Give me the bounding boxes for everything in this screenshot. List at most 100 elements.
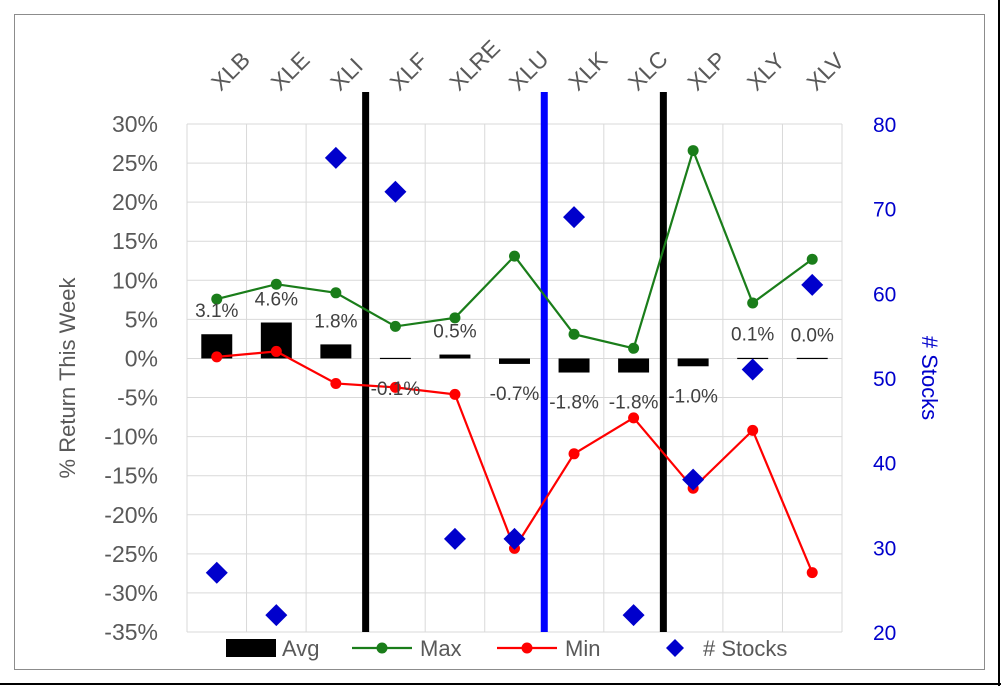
legend-stocks-label: # Stocks	[703, 636, 787, 661]
max-point	[270, 278, 282, 290]
category-label: XLC	[623, 46, 673, 96]
stocks-marker	[682, 468, 705, 491]
bar-layer	[201, 322, 828, 373]
y2-tick-label: 80	[873, 114, 896, 137]
stocks-marker	[563, 206, 586, 229]
category-label: XLV	[801, 47, 849, 95]
stocks-marker	[265, 604, 288, 627]
avg-bar	[320, 344, 352, 359]
y2-tick-label: 60	[873, 283, 896, 306]
avg-bar	[796, 357, 828, 360]
y-tick-label: -15%	[104, 463, 158, 489]
avg-data-label: -1.8%	[549, 393, 599, 414]
avg-bar	[737, 357, 769, 360]
category-label: XLI	[325, 53, 368, 96]
y-tick-label: -20%	[104, 502, 158, 528]
separator-layer	[362, 92, 667, 632]
chart-frame	[14, 14, 985, 670]
max-point	[509, 250, 520, 262]
max-point	[687, 145, 699, 157]
avg-bar	[439, 354, 471, 359]
legend-max-marker	[376, 642, 388, 654]
legend-stocks-marker	[666, 639, 684, 657]
legend-avg-label: Avg	[282, 636, 320, 661]
avg-bar	[677, 358, 709, 367]
y-tick-label: -10%	[104, 424, 158, 450]
category-label: XLY	[742, 48, 790, 96]
max-point	[330, 287, 342, 299]
max-point	[449, 312, 461, 324]
avg-bar	[499, 358, 530, 364]
outer-border-bottom	[0, 683, 1001, 685]
avg-bar	[618, 358, 650, 373]
label-layer: 3.1% 4.6% 1.8% -0.1% 0.5% -0.7% -1.8% -1.8% -1.0…	[195, 290, 834, 414]
legend-min-marker	[521, 642, 533, 654]
category-label: XLE	[265, 46, 314, 95]
min-point	[211, 351, 223, 363]
y-tick-label: 15%	[112, 228, 158, 254]
scatter-layer	[205, 146, 824, 627]
legend-min-label: Min	[565, 636, 600, 661]
avg-bar	[379, 357, 411, 360]
y-tick-label: 20%	[112, 189, 158, 215]
y-tick-label: -5%	[117, 385, 158, 411]
category-label: XLK	[563, 46, 613, 96]
stocks-marker	[205, 561, 228, 584]
max-point	[389, 320, 401, 332]
legend-max-label: Max	[420, 636, 462, 661]
y-tick-label: 30%	[112, 111, 158, 137]
min-point	[330, 377, 342, 389]
avg-data-label: -1.8%	[609, 393, 659, 414]
avg-data-label: 4.6%	[255, 290, 298, 311]
y-tick-label: 0%	[125, 345, 158, 371]
category-label: XLB	[206, 46, 255, 95]
avg-data-label: 0.5%	[433, 322, 476, 343]
category-label: XLRE	[444, 35, 505, 96]
max-point	[747, 297, 759, 309]
stocks-marker	[443, 527, 466, 550]
min-point	[806, 567, 818, 579]
legend-layer: Avg Max Min # Stocks	[226, 636, 787, 661]
avg-data-label: 3.1%	[195, 301, 238, 322]
avg-data-label: 1.8%	[314, 311, 357, 332]
y-tick-label: -35%	[104, 619, 158, 645]
stocks-marker	[741, 358, 764, 381]
stocks-marker	[384, 180, 407, 203]
stocks-marker	[801, 273, 824, 296]
avg-data-label: 0.1%	[731, 325, 774, 346]
min-point	[449, 388, 461, 400]
y-axis-title: % Return This Week	[55, 277, 80, 479]
y-tick-label: 25%	[112, 150, 158, 176]
avg-data-label: 0.0%	[791, 325, 834, 346]
min-point	[747, 424, 759, 436]
y2-axis-title: # Stocks	[917, 336, 942, 420]
y-tick-label: 5%	[125, 306, 158, 332]
y-tick-label: -25%	[104, 541, 158, 567]
legend-avg-swatch	[226, 639, 276, 657]
category-label: XLF	[385, 47, 433, 95]
avg-data-label: -0.1%	[371, 379, 421, 400]
min-point	[270, 345, 282, 357]
avg-data-label: -1.0%	[668, 386, 718, 407]
grid-layer	[186, 123, 843, 633]
y2-tick-label: 30	[873, 537, 896, 560]
max-point	[211, 293, 223, 305]
stocks-marker	[622, 604, 645, 627]
y2-tick-label: 20	[873, 622, 896, 645]
min-point	[568, 448, 580, 460]
avg-bar	[558, 358, 590, 373]
stocks-marker	[324, 146, 347, 169]
category-label: XLU	[504, 46, 554, 96]
y2-tick-label: 40	[873, 453, 896, 476]
max-point	[568, 328, 580, 340]
y-tick-label: -30%	[104, 580, 158, 606]
category-label: XLP	[682, 46, 731, 95]
y-tick-label: 10%	[112, 267, 158, 293]
y2-tick-label: 70	[873, 199, 896, 222]
y2-tick-label: 50	[873, 368, 896, 391]
outer-border-right	[998, 0, 1000, 686]
min-point	[628, 412, 640, 424]
avg-data-label: -0.7%	[490, 384, 540, 405]
stocks-marker	[503, 527, 526, 550]
